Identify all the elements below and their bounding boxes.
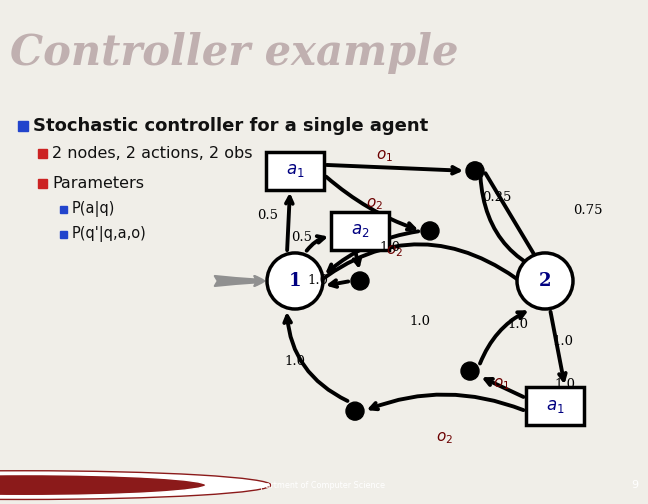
Bar — [38, 149, 47, 158]
Text: $o_1$: $o_1$ — [494, 376, 511, 392]
Text: $a_1$: $a_1$ — [546, 398, 564, 415]
Circle shape — [267, 253, 323, 309]
Circle shape — [351, 272, 369, 290]
Bar — [331, 212, 389, 250]
Text: $a_2$: $a_2$ — [351, 222, 369, 239]
Circle shape — [0, 471, 271, 499]
Bar — [60, 231, 67, 238]
Text: P(a|q): P(a|q) — [72, 202, 115, 217]
Circle shape — [517, 253, 573, 309]
Text: 0.75: 0.75 — [573, 205, 603, 217]
Text: 1.0: 1.0 — [507, 318, 529, 331]
Text: UNIVERSITY OF MASSACHUSETTS, AMHERST  ■  Department of Computer Science: UNIVERSITY OF MASSACHUSETTS, AMHERST ■ D… — [55, 481, 385, 489]
Text: $o_2$: $o_2$ — [386, 243, 404, 259]
Circle shape — [461, 362, 479, 380]
Circle shape — [421, 222, 439, 240]
Text: 0.25: 0.25 — [482, 192, 512, 205]
Text: $a_1$: $a_1$ — [286, 162, 305, 179]
Text: P(q'|q,a,o): P(q'|q,a,o) — [72, 226, 146, 242]
Text: 0.5: 0.5 — [257, 209, 279, 222]
Text: 1.0: 1.0 — [308, 275, 329, 287]
Text: 1.0: 1.0 — [410, 314, 430, 328]
Bar — [266, 152, 324, 190]
Text: 1.0: 1.0 — [284, 355, 305, 367]
Text: Parameters: Parameters — [52, 176, 144, 191]
Text: 2: 2 — [538, 272, 551, 290]
Text: 2 nodes, 2 actions, 2 obs: 2 nodes, 2 actions, 2 obs — [52, 146, 253, 161]
Bar — [60, 206, 67, 213]
Bar — [38, 179, 47, 188]
Text: 9: 9 — [631, 480, 638, 490]
Text: $o_1$: $o_1$ — [376, 148, 393, 164]
Circle shape — [0, 475, 206, 496]
Text: 1.0: 1.0 — [555, 377, 575, 391]
Bar — [18, 121, 28, 131]
Text: Stochastic controller for a single agent: Stochastic controller for a single agent — [33, 117, 428, 135]
Circle shape — [346, 402, 364, 420]
Text: $o_2$: $o_2$ — [437, 430, 454, 446]
Circle shape — [466, 162, 484, 180]
Text: Controller example: Controller example — [10, 32, 458, 74]
Text: 1.0: 1.0 — [380, 241, 400, 255]
Text: 0.5: 0.5 — [292, 231, 312, 244]
Text: 1.0: 1.0 — [553, 335, 573, 348]
Text: 1: 1 — [289, 272, 301, 290]
Bar — [526, 387, 584, 425]
Text: $o_2$: $o_2$ — [367, 196, 384, 212]
